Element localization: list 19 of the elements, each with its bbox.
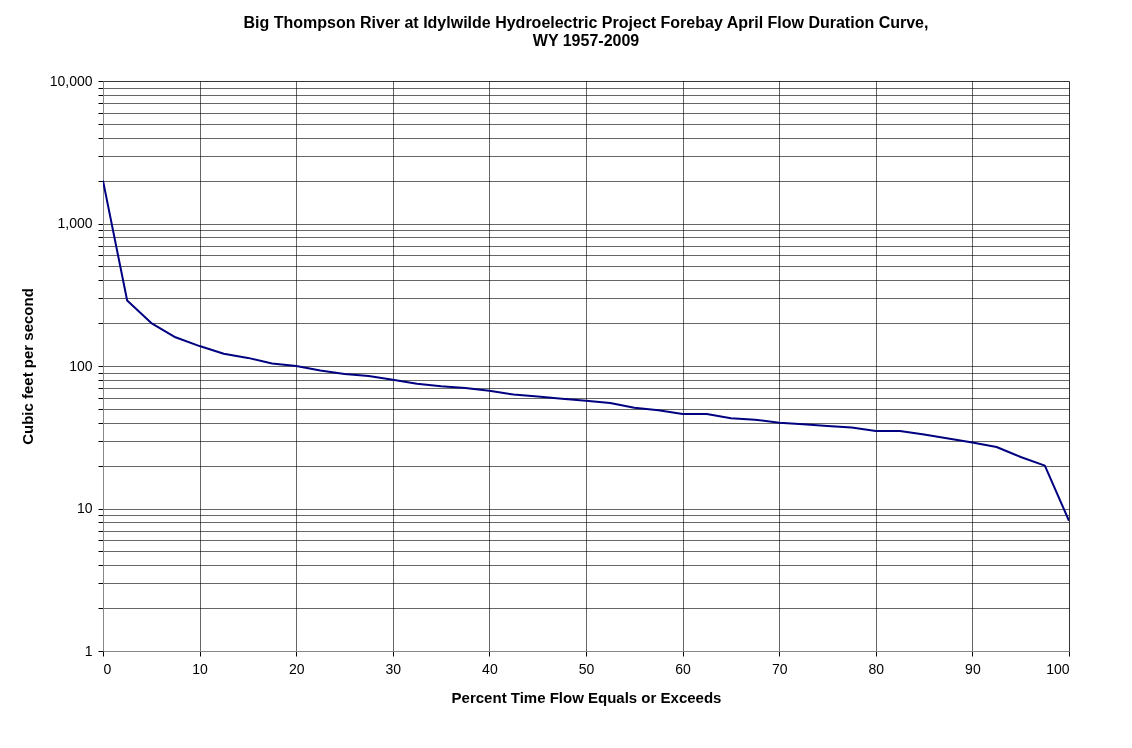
x-tick-label: 60 xyxy=(675,660,692,677)
y-tick-label: 1 xyxy=(84,642,93,659)
y-tick-label: 100 xyxy=(69,357,93,374)
chart-title: Big Thompson River at Idylwilde Hydroelectric Project Forebay April Flow Duration Curve, WY 1957-2009 xyxy=(243,14,929,49)
x-tick-label: 30 xyxy=(385,660,402,677)
x-tick-label: 50 xyxy=(578,660,595,677)
y-tick-label: 10,000 xyxy=(49,72,93,89)
x-tick-label: 90 xyxy=(965,660,981,677)
y-axis-title: Cubic feet per second xyxy=(18,288,36,445)
x-tick-label: 40 xyxy=(482,660,498,677)
y-tick-label: 1,000 xyxy=(57,215,93,231)
x-axis-title: Percent Time Flow Equals or Exceeds xyxy=(451,688,722,706)
x-tick-label: 0 xyxy=(103,660,112,677)
x-tick-label: 100 xyxy=(1046,660,1070,677)
x-tick-label: 20 xyxy=(288,660,305,677)
x-tick-label: 70 xyxy=(771,660,788,677)
y-tick-label: 10 xyxy=(76,500,93,516)
x-tick-label: 80 xyxy=(868,660,885,677)
x-tick-label: 10 xyxy=(192,660,209,677)
